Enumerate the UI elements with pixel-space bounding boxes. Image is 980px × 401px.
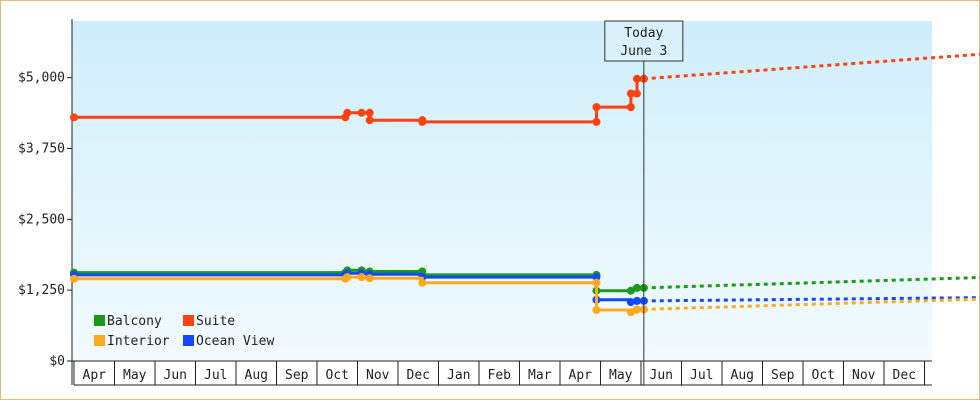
series-point (626, 308, 635, 317)
legend-swatch (94, 335, 105, 346)
plot-background (72, 21, 932, 361)
series-point (632, 283, 641, 292)
series-point (418, 278, 427, 287)
series-point (70, 274, 78, 283)
x-tick-label: Jan (447, 368, 470, 383)
x-axis: Apr May Jun Jul Aug Sep Oct Nov Dec Jan Feb Mar Apr M… (72, 360, 932, 386)
x-tick-label: Aug (731, 368, 754, 383)
x-tick-label: Oct (326, 368, 349, 383)
y-tick-label: $1,250 (18, 283, 65, 298)
series-point (592, 278, 601, 287)
series-point (357, 273, 366, 282)
x-tick-label: Apr (569, 368, 593, 383)
series-point (592, 103, 601, 112)
series-point (632, 305, 641, 314)
legend-label: Ocean View (196, 334, 274, 349)
series-forecast-line (643, 296, 980, 303)
x-tick-label: May (123, 368, 147, 383)
legend-item-ocean-view: Ocean View (183, 334, 274, 349)
series-point (626, 298, 635, 307)
series-point (632, 74, 641, 83)
y-tick-label: $3,750 (18, 142, 65, 157)
series-forecast-line (643, 297, 980, 311)
legend-item-suite: Suite (183, 314, 235, 329)
series-point (632, 89, 641, 98)
today-marker: Today June 3 (604, 20, 684, 385)
series-point (70, 113, 78, 122)
today-callout-box (604, 20, 684, 62)
series-suite (70, 52, 980, 126)
y-tick-label: $2,500 (18, 212, 65, 227)
series-point (626, 89, 635, 98)
series-point (632, 296, 641, 305)
series-interior (70, 273, 980, 317)
y-tick-label: $0 (49, 354, 65, 369)
legend-label: Interior (107, 334, 170, 349)
series-point (357, 108, 366, 117)
legend: Balcony Suite Interior Ocean View (94, 314, 274, 349)
x-tick-label: Jun (650, 368, 673, 383)
x-tick-label: Feb (488, 368, 512, 383)
series-point (343, 273, 352, 282)
legend-label: Balcony (107, 314, 162, 329)
legend-label: Suite (196, 314, 235, 329)
x-tick-label: Apr (83, 368, 107, 383)
x-tick-label: Mar (528, 368, 552, 383)
series-forecast-line (643, 276, 980, 290)
legend-swatch (183, 335, 194, 346)
series-layer (70, 52, 980, 317)
x-tick-label: Dec (893, 368, 916, 383)
today-date-label: June 3 (620, 44, 667, 59)
legend-swatch (94, 315, 105, 326)
series-forecast-line (643, 52, 980, 81)
x-tick-label: Sep (285, 368, 309, 383)
series-point (592, 306, 601, 314)
x-tick-label: Dec (407, 368, 430, 383)
series-point (592, 117, 601, 126)
legend-swatch (183, 315, 194, 326)
x-tick-label: Nov (852, 368, 876, 383)
plot-area (72, 21, 932, 361)
today-label: Today (624, 26, 663, 41)
series-point (592, 273, 601, 282)
series-point (418, 117, 427, 126)
x-tick-label: Nov (366, 368, 390, 383)
x-tick-label: Jun (164, 368, 187, 383)
y-tick-label: $5,000 (18, 71, 65, 86)
x-tick-label: Sep (771, 368, 795, 383)
x-tick-label: Oct (812, 368, 835, 383)
x-tick-label: Jul (204, 368, 227, 383)
series-point (365, 116, 374, 125)
y-axis: $0 $1,250 $2,500 $3,750 $5,000 (18, 19, 73, 385)
series-point (365, 274, 374, 283)
series-point (365, 108, 374, 117)
x-tick-label: May (609, 368, 633, 383)
legend-item-balcony: Balcony (94, 314, 162, 329)
x-tick-label: Aug (245, 368, 268, 383)
series-point (626, 286, 635, 295)
legend-item-interior: Interior (94, 334, 170, 349)
series-point (343, 108, 352, 117)
series-point (626, 103, 635, 112)
x-tick-label: Jul (690, 368, 713, 383)
